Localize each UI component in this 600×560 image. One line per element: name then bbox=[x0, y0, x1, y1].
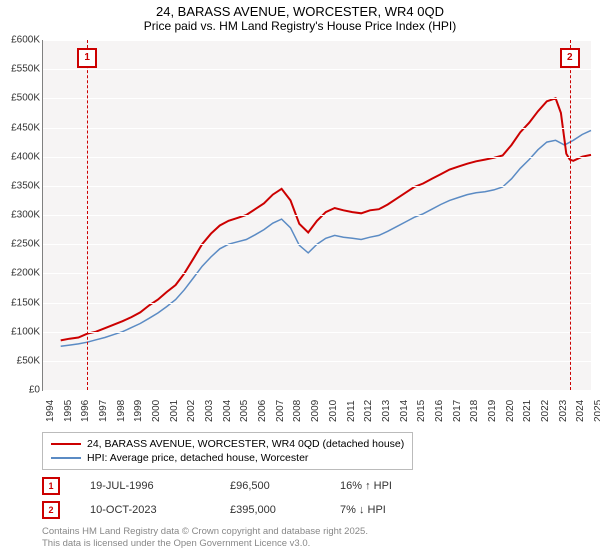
y-tick-label: £200K bbox=[2, 268, 40, 279]
chart-title: 24, BARASS AVENUE, WORCESTER, WR4 0QD Pr… bbox=[0, 0, 600, 35]
gridline-h bbox=[43, 186, 591, 187]
x-tick-label: 2023 bbox=[558, 400, 569, 422]
marker-vline bbox=[87, 40, 88, 390]
title-line1: 24, BARASS AVENUE, WORCESTER, WR4 0QD bbox=[0, 4, 600, 19]
series-line bbox=[61, 130, 591, 346]
x-tick-label: 2007 bbox=[275, 400, 286, 422]
y-tick-label: £0 bbox=[2, 385, 40, 396]
gridline-h bbox=[43, 244, 591, 245]
sale-price: £395,000 bbox=[230, 504, 310, 516]
x-tick-label: 2015 bbox=[416, 400, 427, 422]
legend-item: HPI: Average price, detached house, Worc… bbox=[51, 451, 404, 465]
sale-date: 10-OCT-2023 bbox=[90, 504, 200, 516]
legend: 24, BARASS AVENUE, WORCESTER, WR4 0QD (d… bbox=[42, 432, 413, 470]
x-tick-label: 2014 bbox=[399, 400, 410, 422]
sale-marker: 2 bbox=[42, 501, 60, 519]
x-tick-label: 2013 bbox=[381, 400, 392, 422]
x-tick-label: 2019 bbox=[487, 400, 498, 422]
x-tick-label: 1998 bbox=[116, 400, 127, 422]
marker-box: 1 bbox=[77, 48, 97, 68]
x-tick-label: 2006 bbox=[257, 400, 268, 422]
gridline-h bbox=[43, 69, 591, 70]
x-tick-label: 2010 bbox=[328, 400, 339, 422]
title-line2: Price paid vs. HM Land Registry's House … bbox=[0, 19, 600, 33]
x-tick-label: 2009 bbox=[310, 400, 321, 422]
legend-label: 24, BARASS AVENUE, WORCESTER, WR4 0QD (d… bbox=[87, 438, 404, 450]
sale-marker: 1 bbox=[42, 477, 60, 495]
x-tick-label: 2020 bbox=[505, 400, 516, 422]
x-tick-label: 2017 bbox=[452, 400, 463, 422]
y-tick-label: £350K bbox=[2, 180, 40, 191]
footer-line1: Contains HM Land Registry data © Crown c… bbox=[42, 526, 368, 538]
legend-label: HPI: Average price, detached house, Worc… bbox=[87, 452, 308, 464]
x-tick-label: 1997 bbox=[98, 400, 109, 422]
y-tick-label: £250K bbox=[2, 239, 40, 250]
y-tick-label: £400K bbox=[2, 151, 40, 162]
y-tick-label: £50K bbox=[2, 355, 40, 366]
x-tick-label: 2018 bbox=[469, 400, 480, 422]
x-tick-label: 2021 bbox=[522, 400, 533, 422]
gridline-h bbox=[43, 157, 591, 158]
marker-box: 2 bbox=[560, 48, 580, 68]
x-tick-label: 1996 bbox=[80, 400, 91, 422]
y-tick-label: £500K bbox=[2, 93, 40, 104]
x-tick-label: 2011 bbox=[346, 400, 357, 422]
sale-row: 2 10-OCT-2023 £395,000 7% ↓ HPI bbox=[42, 498, 392, 522]
legend-swatch bbox=[51, 457, 81, 459]
gridline-h bbox=[43, 390, 591, 391]
y-tick-label: £450K bbox=[2, 122, 40, 133]
y-tick-label: £150K bbox=[2, 297, 40, 308]
x-tick-label: 2000 bbox=[151, 400, 162, 422]
x-tick-label: 1994 bbox=[45, 400, 56, 422]
sale-row: 1 19-JUL-1996 £96,500 16% ↑ HPI bbox=[42, 474, 392, 498]
x-tick-label: 2016 bbox=[434, 400, 445, 422]
plot-area bbox=[42, 40, 591, 391]
x-tick-label: 2024 bbox=[575, 400, 586, 422]
footer-attribution: Contains HM Land Registry data © Crown c… bbox=[42, 526, 368, 551]
gridline-h bbox=[43, 361, 591, 362]
y-tick-label: £600K bbox=[2, 35, 40, 46]
y-tick-label: £300K bbox=[2, 210, 40, 221]
gridline-h bbox=[43, 273, 591, 274]
y-tick-label: £100K bbox=[2, 326, 40, 337]
sale-delta: 16% ↑ HPI bbox=[340, 480, 392, 492]
x-tick-label: 2005 bbox=[239, 400, 250, 422]
x-tick-label: 2012 bbox=[363, 400, 374, 422]
x-tick-label: 1995 bbox=[63, 400, 74, 422]
x-tick-label: 2001 bbox=[169, 400, 180, 422]
gridline-h bbox=[43, 40, 591, 41]
chart-container: 24, BARASS AVENUE, WORCESTER, WR4 0QD Pr… bbox=[0, 0, 600, 560]
x-tick-label: 2022 bbox=[540, 400, 551, 422]
sales-table: 1 19-JUL-1996 £96,500 16% ↑ HPI 2 10-OCT-2023… bbox=[42, 474, 392, 522]
sale-delta: 7% ↓ HPI bbox=[340, 504, 386, 516]
marker-vline bbox=[570, 40, 571, 390]
x-tick-label: 2025 bbox=[593, 400, 600, 422]
y-tick-label: £550K bbox=[2, 64, 40, 75]
x-tick-label: 1999 bbox=[133, 400, 144, 422]
x-tick-label: 2002 bbox=[186, 400, 197, 422]
x-tick-label: 2003 bbox=[204, 400, 215, 422]
sale-price: £96,500 bbox=[230, 480, 310, 492]
gridline-h bbox=[43, 303, 591, 304]
footer-line2: This data is licensed under the Open Gov… bbox=[42, 538, 368, 550]
gridline-h bbox=[43, 332, 591, 333]
gridline-h bbox=[43, 98, 591, 99]
series-line bbox=[61, 98, 591, 340]
legend-item: 24, BARASS AVENUE, WORCESTER, WR4 0QD (d… bbox=[51, 437, 404, 451]
gridline-h bbox=[43, 128, 591, 129]
x-tick-label: 2004 bbox=[222, 400, 233, 422]
x-tick-label: 2008 bbox=[292, 400, 303, 422]
legend-swatch bbox=[51, 443, 81, 445]
sale-date: 19-JUL-1996 bbox=[90, 480, 200, 492]
gridline-h bbox=[43, 215, 591, 216]
